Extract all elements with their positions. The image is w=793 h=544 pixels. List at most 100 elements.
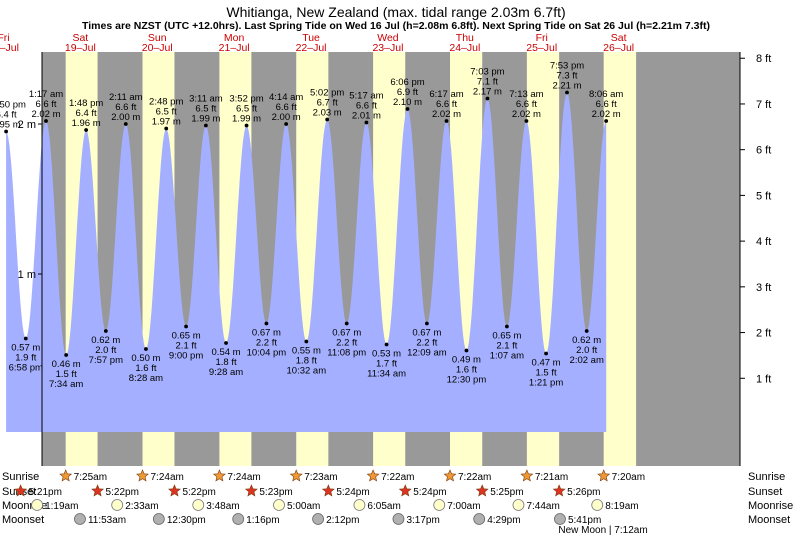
moonrise-time-label: 2:33am (125, 501, 158, 512)
low-tide-m-label: 0.53 m (372, 349, 401, 360)
y-tick-label-m: 1 m (18, 269, 36, 281)
low-tide-ft-label: 1.8 ft (296, 356, 317, 367)
high-tide-m-label: 2.02 m (31, 109, 60, 120)
high-tide-point (325, 117, 330, 122)
high-tide-time-label: 7:53 pm (550, 61, 584, 72)
high-tide-m-label: 2.02 m (432, 109, 461, 120)
sunset-time-label: 5:24pm (336, 487, 369, 498)
high-tide-ft-label: 6.6 ft (436, 99, 457, 110)
high-tide-m-label: 2.21 m (552, 81, 581, 92)
low-tide-ft-label: 1.8 ft (215, 357, 236, 368)
sunrise-icon (443, 469, 457, 482)
low-tide-point (344, 321, 349, 326)
low-tide-time-label: 10:32 am (287, 366, 327, 377)
sunset-time-label: 5:26pm (567, 487, 600, 498)
sunset-time-label: 5:23pm (259, 487, 292, 498)
high-tide-time-label: 6:06 pm (390, 77, 424, 88)
high-tide-ft-label: 6.6 ft (516, 99, 537, 110)
low-tide-point (464, 348, 469, 353)
high-tide-ft-label: 6.5 ft (236, 104, 257, 115)
high-tide-point (123, 122, 128, 126)
low-tide-ft-label: 2.0 ft (576, 345, 597, 356)
low-tide-ft-label: 1.6 ft (135, 363, 156, 374)
day-name-label: Wed (377, 32, 399, 44)
high-tide-m-label: 2.02 m (512, 109, 541, 120)
moonset-time-label: 4:29pm (487, 515, 520, 526)
high-tide-point (604, 119, 609, 123)
high-tide-time-label: 7:13 am (509, 89, 543, 100)
low-tide-ft-label: 2.0 ft (95, 345, 116, 356)
high-tide-point (244, 123, 249, 128)
day-date-label: 20–Jul (142, 42, 173, 54)
high-tide-m-label: 1.96 m (72, 118, 101, 129)
row-label-left-moonset: Moonset (2, 514, 44, 526)
high-tide-time-label: 2:11 am (109, 92, 143, 103)
low-tide-time-label: 7:34 am (49, 379, 83, 390)
low-tide-point (184, 324, 188, 329)
low-tide-ft-label: 2.1 ft (496, 341, 517, 352)
high-tide-time-label: 5:17 am (349, 91, 383, 102)
sunset-time-label: 5:22pm (106, 487, 139, 498)
high-tide-time-label: 1:48 pm (69, 98, 103, 109)
day-date-label: 26–Jul (603, 42, 634, 54)
sunset-icon (91, 484, 105, 497)
low-tide-m-label: 0.54 m (212, 347, 241, 358)
moonrise-time-label: 3:48am (206, 501, 239, 512)
moonset-icon (312, 513, 324, 525)
tide-area (6, 92, 607, 432)
day-name-label: Sat (72, 32, 88, 44)
high-tide-time-label: 3:52 pm (229, 94, 263, 105)
high-tide-point (444, 119, 449, 123)
low-tide-point (144, 347, 148, 351)
sunset-icon (14, 484, 28, 497)
high-tide-time-label: 8:06 am (589, 89, 623, 100)
low-tide-point (103, 329, 108, 333)
high-tide-ft-label: 6.6 ft (356, 101, 377, 112)
high-tide-ft-label: 7.3 ft (556, 71, 577, 82)
low-tide-ft-label: 1.5 ft (56, 369, 77, 380)
moonrise-icon (192, 499, 205, 511)
y-tick-label-ft: 1 ft (756, 373, 771, 385)
high-tide-point (4, 129, 9, 134)
day-name-label: Fri (536, 32, 548, 44)
high-tide-m-label: 2.01 m (352, 111, 381, 122)
moonset-icon (152, 513, 165, 525)
low-tide-time-label: 8:28 am (129, 373, 163, 384)
low-tide-time-label: 12:30 pm (447, 375, 487, 386)
y-tick-label-ft: 3 ft (756, 282, 771, 294)
high-tide-ft-label: 6.6 ft (596, 99, 617, 110)
sunset-icon (168, 484, 181, 497)
low-tide-ft-label: 1.5 ft (536, 368, 557, 379)
high-tide-m-label: 1.99 m (191, 114, 220, 125)
high-tide-m-label: 2.00 m (272, 112, 301, 123)
low-tide-time-label: 2:02 am (570, 355, 604, 366)
high-tide-point (44, 119, 48, 123)
low-tide-m-label: 0.62 m (91, 335, 120, 346)
high-tide-m-label: 2.03 m (313, 108, 342, 119)
sunrise-icon (366, 469, 380, 482)
low-tide-point (504, 324, 509, 329)
low-tide-point (64, 353, 69, 357)
day-name-label: Fri (0, 32, 10, 44)
sunrise-time-label: 7:21am (535, 472, 568, 483)
low-tide-point (264, 321, 269, 326)
low-tide-m-label: 0.50 m (131, 353, 160, 364)
moonset-icon (392, 513, 405, 525)
day-date-label: 21–Jul (219, 42, 250, 54)
low-tide-point (23, 336, 28, 341)
high-tide-m-label: 1.95 m (0, 120, 21, 131)
y-tick-label-ft: 8 ft (756, 53, 771, 65)
moonrise-time-label: 5:00am (287, 501, 320, 512)
moonset-time-label: 1:16pm (246, 515, 279, 526)
low-tide-time-label: 9:28 am (209, 367, 243, 378)
high-tide-point (164, 126, 169, 131)
y-tick-label-ft: 6 ft (756, 145, 771, 157)
low-tide-time-label: 11:34 am (367, 369, 406, 380)
sunrise-time-label: 7:22am (458, 472, 491, 483)
low-tide-m-label: 0.67 m (332, 328, 361, 339)
low-tide-m-label: 0.67 m (412, 328, 441, 339)
low-tide-point (424, 321, 429, 326)
high-tide-ft-label: 6.7 ft (317, 98, 338, 109)
high-tide-ft-label: 6.4 ft (76, 108, 97, 119)
moonset-time-label: 5:41pm (568, 515, 601, 526)
